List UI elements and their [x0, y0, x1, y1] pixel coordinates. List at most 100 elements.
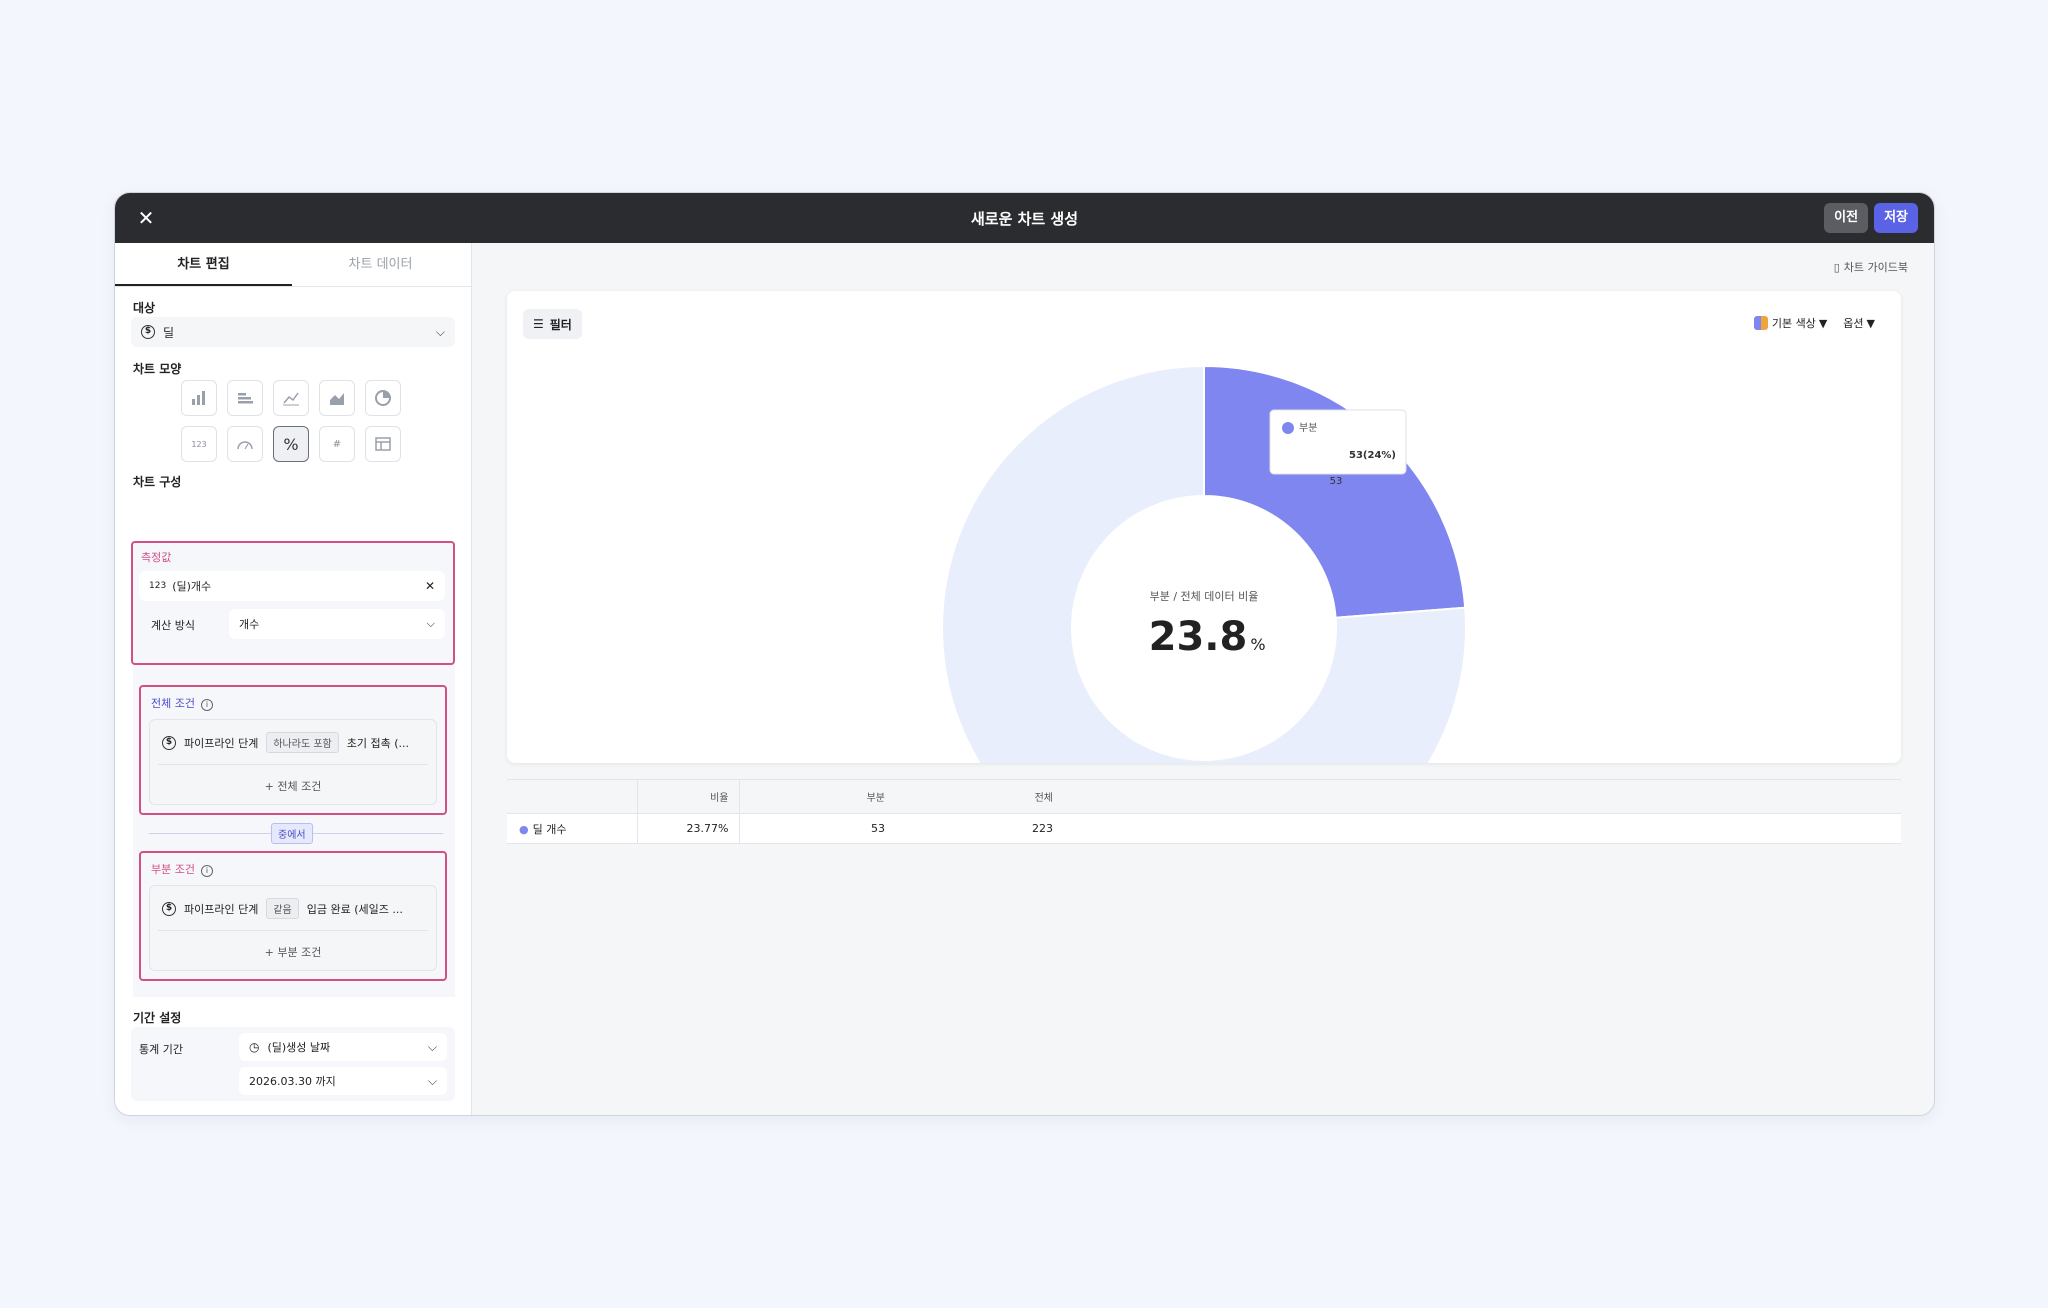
chart-guide-link[interactable]: ▯ 차트 가이드북	[1833, 261, 1908, 274]
center-label: 부분 / 전체 데이터 비율	[1150, 590, 1259, 603]
center-value: 23.8	[1149, 614, 1248, 660]
tab-chart-data[interactable]: 차트 데이터	[348, 257, 413, 272]
donut-slice-1[interactable]	[941, 364, 1467, 763]
donut-slice-0[interactable]	[1203, 364, 1467, 619]
slice-label-part: 53	[1330, 476, 1343, 487]
pie-chart-icon[interactable]	[365, 380, 401, 416]
cond-value: 초기 접촉 (...	[346, 736, 409, 750]
data-table: 비율 부분 전체 ● 딜 개수 23.77% 53 223	[507, 779, 1901, 844]
close-icon[interactable]: ✕	[137, 206, 155, 230]
gauge-icon[interactable]	[227, 426, 263, 462]
info-icon[interactable]: i	[200, 699, 213, 711]
sidebar: 차트 편집 차트 데이터 대상 $ 딜 ⌵ 차트 모양 123	[115, 243, 472, 1115]
caret-down-icon: ▼	[1866, 317, 1875, 330]
title-bar: ✕ 새로운 차트 생성 이전 저장	[115, 193, 1934, 243]
part-cond-card: $ 파이프라인 단계 같음 입금 완료 (세일즈 ... + 부분 조건	[149, 885, 437, 971]
options-dropdown[interactable]: 옵션 ▼	[1843, 317, 1875, 330]
date-field-select[interactable]: ◷ (딜)생성 날짜 ⌵	[239, 1033, 447, 1061]
period-label: 기간 설정	[133, 1011, 182, 1025]
prev-button[interactable]: 이전	[1824, 203, 1869, 233]
until-date-value: 2026.03.30 까지	[249, 1075, 336, 1088]
config-label: 차트 구성	[133, 475, 182, 489]
chevron-down-icon: ⌵	[435, 324, 445, 339]
table-icon[interactable]	[365, 426, 401, 462]
book-icon: ▯	[1833, 261, 1840, 274]
cond-field: 파이프라인 단계	[184, 736, 259, 750]
config-area: 측정값 123 (딜)개수 ✕ 계산 방식 개수 ⌵ 전체 조건 i	[131, 541, 455, 997]
target-label: 대상	[133, 301, 156, 315]
row-part: 53	[739, 813, 905, 844]
cond-op-chip: 같음	[266, 898, 299, 919]
stacked-bar-icon[interactable]	[227, 380, 263, 416]
calc-select[interactable]: 개수 ⌵	[229, 609, 445, 639]
row-ratio: 23.77%	[637, 813, 740, 844]
remove-icon[interactable]: ✕	[424, 579, 435, 593]
number-icon[interactable]: 123	[181, 426, 217, 462]
dollar-icon: $	[162, 901, 176, 916]
shape-label: 차트 모양	[133, 362, 182, 376]
save-button[interactable]: 저장	[1874, 203, 1918, 233]
date-field-value: (딜)생성 날짜	[267, 1041, 331, 1054]
cond-value: 입금 완료 (세일즈 ...	[306, 902, 403, 916]
tooltip-value: 53(24%)	[1349, 450, 1396, 461]
chart-modal: ✕ 새로운 차트 생성 이전 저장 차트 편집 차트 데이터 대상 $ 딜 ⌵ …	[114, 192, 1935, 1116]
area-chart-icon[interactable]	[319, 380, 355, 416]
row-total: 223	[905, 813, 1073, 844]
sliders-icon: ☰	[533, 317, 544, 331]
chevron-down-icon: ⌵	[427, 1039, 437, 1054]
chart-card: ☰ 필터 기본 색상▼ 옵션▼ 53170부분 / 전체 데이터 비율23.8%…	[507, 291, 1901, 763]
col-header-total: 전체	[905, 779, 1073, 814]
tab-chart-edit[interactable]: 차트 편집	[115, 243, 292, 286]
tooltip-dot-icon	[1282, 422, 1294, 434]
add-total-cond-button[interactable]: + 전체 조건	[264, 780, 322, 793]
part-cond-title: 부분 조건 i	[151, 861, 213, 877]
color-option-dropdown[interactable]: 기본 색상 ▼	[1753, 315, 1828, 331]
tooltip-box	[1269, 409, 1407, 475]
color-swatch-icon	[1753, 316, 1768, 330]
measure-box: 측정값 123 (딜)개수 ✕ 계산 방식 개수 ⌵	[131, 541, 455, 665]
period-box: 통계 기간 ◷ (딜)생성 날짜 ⌵ 2026.03.30 까지 ⌵	[131, 1027, 455, 1101]
period-field-label: 통계 기간	[139, 1043, 183, 1056]
col-header-part: 부분	[739, 779, 905, 814]
col-header-name	[507, 779, 638, 814]
dollar-icon: $	[162, 735, 176, 750]
caret-down-icon: ▼	[1818, 316, 1828, 330]
measure-title: 측정값	[141, 551, 172, 564]
part-condition-box: 부분 조건 i $ 파이프라인 단계 같음 입금 완료 (세일즈 ... + 부분…	[139, 851, 447, 981]
main-panel: ▯차트 가이드북 ☰ 필터 기본 색상▼ 옵션▼ 53170부분 / 전체 데이…	[472, 243, 1934, 1115]
chevron-down-icon: ⌵	[427, 1073, 437, 1088]
measure-value: (딜)개수	[172, 580, 212, 593]
hash-icon[interactable]: #	[319, 426, 355, 462]
col-header-ratio: 비율	[637, 779, 740, 814]
chevron-down-icon: ⌵	[426, 617, 435, 630]
total-cond-card: $ 파이프라인 단계 하나라도 포함 초기 접촉 (... + 전체 조건	[149, 719, 437, 805]
line-chart-icon[interactable]	[273, 380, 309, 416]
target-value: 딜	[163, 325, 175, 340]
total-condition-box: 전체 조건 i $ 파이프라인 단계 하나라도 포함 초기 접촉 (... + 전…	[139, 685, 447, 815]
total-cond-row[interactable]: $ 파이프라인 단계 하나라도 포함 초기 접촉 (...	[162, 732, 409, 753]
target-select[interactable]: $ 딜 ⌵	[131, 317, 455, 347]
table-row: ● 딜 개수 23.77% 53 223	[507, 813, 1901, 844]
number-tag: 123	[149, 581, 167, 591]
bar-chart-icon[interactable]	[181, 380, 217, 416]
center-unit: %	[1250, 635, 1265, 654]
between-badge: 중에서	[271, 823, 313, 844]
filter-button[interactable]: ☰ 필터	[523, 309, 582, 339]
until-date-select[interactable]: 2026.03.30 까지 ⌵	[239, 1067, 447, 1095]
clock-icon: ◷	[249, 1040, 260, 1054]
percent-icon[interactable]: %	[273, 426, 309, 462]
dollar-icon: $	[141, 325, 155, 339]
calc-label: 계산 방식	[151, 619, 195, 632]
info-icon[interactable]: i	[200, 865, 213, 877]
measure-field[interactable]: 123 (딜)개수 ✕	[139, 571, 445, 601]
series-dot-icon: ●	[519, 822, 529, 836]
tab-bar: 차트 편집 차트 데이터	[115, 243, 471, 287]
part-cond-row[interactable]: $ 파이프라인 단계 같음 입금 완료 (세일즈 ...	[162, 898, 403, 919]
calc-value: 개수	[239, 618, 260, 631]
add-part-cond-button[interactable]: + 부분 조건	[264, 946, 322, 959]
row-name: ● 딜 개수	[507, 813, 638, 844]
modal-title: 새로운 차트 생성	[970, 209, 1079, 228]
total-cond-title: 전체 조건 i	[151, 695, 213, 711]
tooltip-name: 부분	[1299, 422, 1317, 434]
